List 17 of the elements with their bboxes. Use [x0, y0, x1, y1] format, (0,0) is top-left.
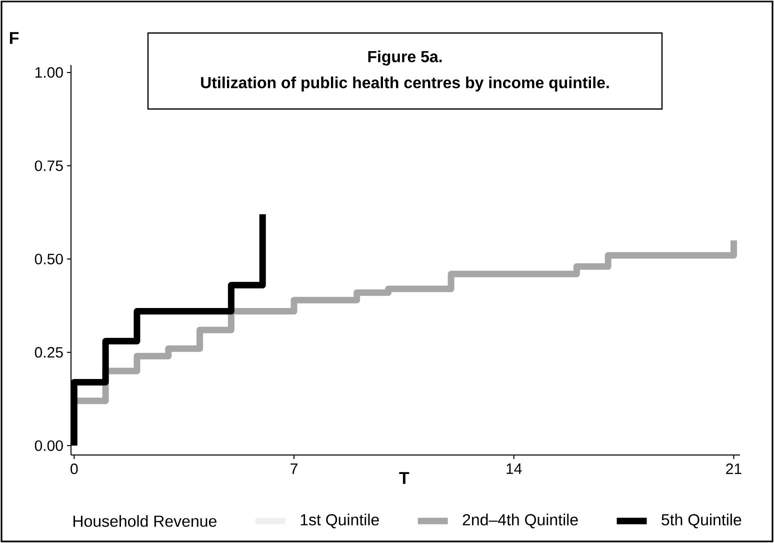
y-tick-label: 0.75: [34, 160, 63, 172]
y-axis-title: F: [10, 32, 19, 44]
text: Utilization of public health centres by income quintile.: [201, 76, 609, 92]
legend-label: 1st Quintile: [300, 514, 379, 528]
y-tick-label: 0.00: [34, 440, 63, 451]
x-tick-label: 14: [506, 464, 522, 474]
y-tick-label: 0.25: [34, 347, 63, 358]
chart-title: Figure 5a.: [368, 50, 442, 66]
x-tick-label: 0: [70, 464, 78, 474]
y-tick-label: 1.00: [35, 67, 63, 78]
legend-title: Household Revenue: [74, 515, 216, 527]
legend-label: 2nd–4th Quintile: [462, 514, 578, 528]
x-tick-label: 21: [726, 464, 742, 474]
legend-label: 5th Quintile: [662, 514, 742, 528]
x-axis-title: T: [399, 472, 410, 484]
y-tick-label: 0.50: [34, 254, 63, 264]
x-tick-label: 7: [290, 464, 298, 474]
